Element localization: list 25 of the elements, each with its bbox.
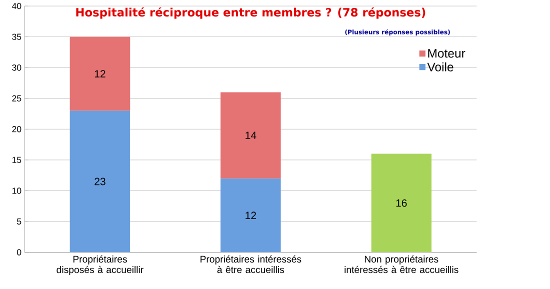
- y-tick-label: 25: [12, 95, 22, 102]
- legend-label: Moteur: [428, 49, 466, 58]
- y-tick-label: 15: [12, 156, 22, 163]
- y-tick-label: 20: [12, 126, 22, 132]
- bar: [220, 92, 281, 178]
- x-tick-label: Non propriétaires intéressés à être accueillis: [344, 255, 458, 273]
- data-label: 23: [94, 178, 106, 186]
- y-tick-label: 30: [12, 64, 22, 71]
- bar: [70, 36, 130, 111]
- chart-title: Hospitalité réciproque entre membres ? (78 réponses): [76, 7, 426, 19]
- bar: [220, 178, 281, 252]
- data-label: 12: [94, 70, 106, 78]
- data-label: 12: [246, 212, 256, 219]
- legend-label: Voile: [427, 62, 454, 72]
- y-tick-label: 0: [17, 249, 22, 256]
- data-label: 14: [246, 132, 256, 139]
- x-tick-label: Propriétaires intéressés à être accueillis: [200, 255, 302, 273]
- bar: [371, 154, 432, 252]
- x-tick-label: Propriétaires disposés à accueillir: [56, 255, 144, 275]
- y-tick-label: 5: [17, 218, 22, 224]
- bar: [70, 110, 130, 252]
- y-tick-label: 40: [12, 2, 22, 10]
- data-label: 16: [396, 199, 407, 207]
- y-tick-label: 35: [12, 34, 22, 40]
- y-tick-label: 10: [12, 188, 22, 194]
